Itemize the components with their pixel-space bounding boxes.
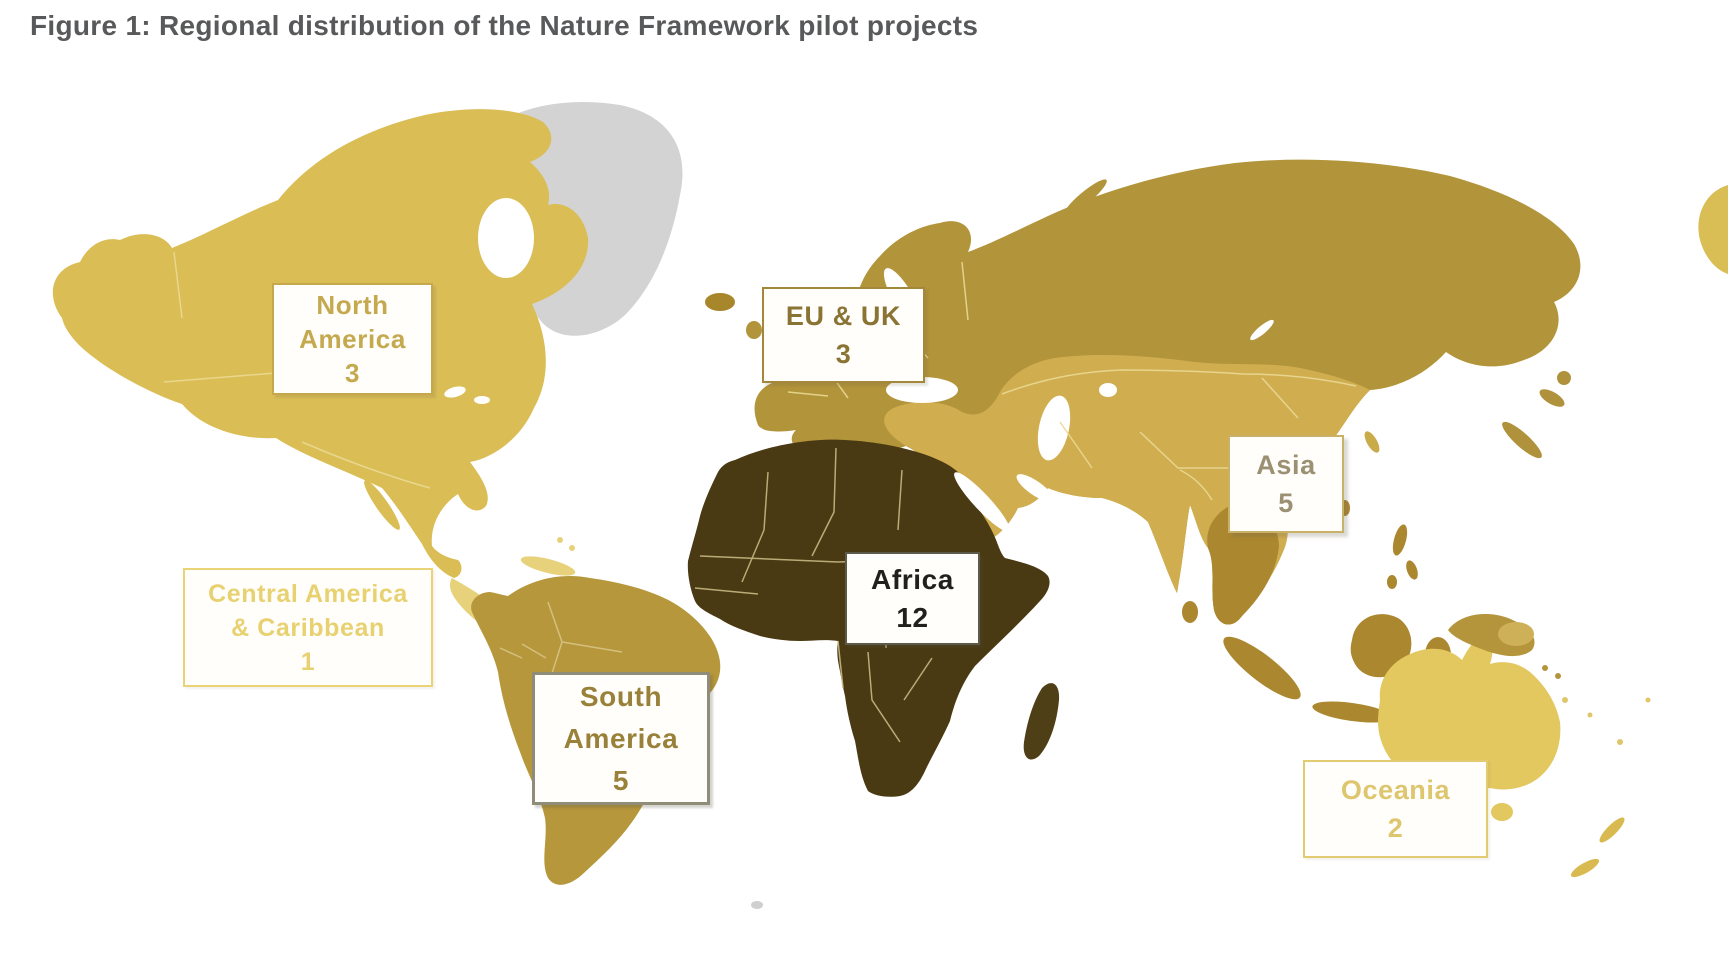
region-name: South America bbox=[563, 680, 679, 754]
pacific-island bbox=[1617, 739, 1623, 745]
region-label-asia: Asia 5 bbox=[1228, 435, 1344, 533]
aleutian-islands bbox=[147, 317, 153, 323]
island-philippines bbox=[1406, 560, 1418, 580]
southern-ocean-islet bbox=[751, 901, 763, 909]
caspian-sea bbox=[1037, 395, 1071, 461]
great-lakes bbox=[444, 386, 466, 398]
island-madagascar bbox=[1023, 683, 1060, 760]
landmass-australia bbox=[1378, 628, 1561, 790]
region-label-central-america-caribbean: Central America & Caribbean 1 bbox=[183, 568, 433, 687]
region-name: Oceania bbox=[1340, 775, 1451, 805]
region-name: Africa bbox=[871, 563, 954, 595]
region-count: 2 bbox=[1387, 813, 1404, 843]
island-iceland bbox=[705, 293, 735, 311]
solomon-island bbox=[1542, 665, 1548, 671]
black-sea bbox=[886, 377, 958, 403]
island-cuba bbox=[520, 556, 576, 576]
region-label-oceania: Oceania 2 bbox=[1303, 760, 1488, 858]
great-lakes bbox=[474, 396, 490, 404]
aleutian-islands bbox=[119, 319, 125, 325]
pacific-island bbox=[1562, 697, 1568, 703]
island-ireland bbox=[746, 321, 762, 339]
region-count: 3 bbox=[835, 339, 852, 369]
aleutian-islands bbox=[92, 315, 98, 321]
pacific-island bbox=[1645, 697, 1651, 703]
lake-baikal bbox=[1250, 319, 1274, 341]
hudson-bay bbox=[478, 198, 534, 278]
island-sumatra bbox=[1223, 636, 1301, 700]
solomon-island bbox=[1555, 673, 1561, 679]
figure-title: Figure 1: Regional distribution of the N… bbox=[30, 10, 979, 41]
pacific-island bbox=[1587, 712, 1593, 718]
region-count: 5 bbox=[1278, 488, 1294, 518]
island-tasmania bbox=[1491, 803, 1513, 821]
aral-sea bbox=[1099, 383, 1117, 397]
region-name: Asia bbox=[1256, 450, 1316, 480]
island-bahamas bbox=[557, 537, 563, 543]
island-philippines bbox=[1387, 575, 1397, 589]
region-count: 5 bbox=[612, 764, 630, 796]
island-bahamas bbox=[569, 545, 575, 551]
island-japan-hokkaido bbox=[1557, 371, 1571, 385]
island-japan-honshu bbox=[1502, 421, 1542, 459]
island-java bbox=[1312, 701, 1392, 723]
region-label-africa: Africa 12 bbox=[845, 552, 980, 645]
region-name: North America bbox=[299, 290, 406, 354]
region-count: 12 bbox=[896, 601, 929, 633]
region-name: EU & UK bbox=[785, 301, 902, 331]
red-sea bbox=[954, 472, 1010, 532]
island-new-guinea-east bbox=[1498, 622, 1534, 646]
region-count: 3 bbox=[344, 358, 361, 388]
island-japan-north bbox=[1539, 389, 1565, 407]
island-borneo bbox=[1350, 614, 1412, 678]
region-label-north-america: North America 3 bbox=[272, 283, 433, 395]
baja-california bbox=[364, 480, 400, 530]
persian-gulf bbox=[1016, 474, 1054, 502]
region-label-south-america: South America 5 bbox=[532, 672, 710, 805]
island-sakhalin bbox=[1461, 306, 1475, 354]
island-new-zealand-south bbox=[1570, 858, 1600, 878]
island-novaya-zemlya bbox=[1063, 179, 1107, 217]
region-count: 1 bbox=[300, 647, 316, 676]
island-new-zealand-north bbox=[1599, 817, 1625, 843]
island-sri-lanka bbox=[1182, 601, 1198, 623]
country-borders-south-america bbox=[499, 601, 623, 803]
region-name: Central America & Caribbean bbox=[208, 579, 408, 642]
island-philippines bbox=[1392, 524, 1408, 556]
region-label-eu-uk: EU & UK 3 bbox=[762, 287, 925, 383]
peninsula-korea bbox=[1364, 431, 1380, 453]
landmass-edge-sliver bbox=[1698, 185, 1728, 274]
